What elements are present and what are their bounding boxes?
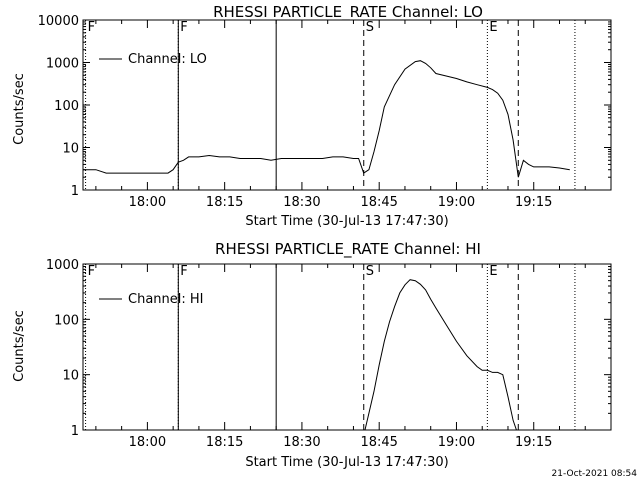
legend-label-lo: Channel: LO <box>128 52 207 67</box>
legend-hi: Channel: HI <box>99 292 204 307</box>
y-tick-label: 10 <box>62 142 79 157</box>
x-axis-label-lo: Start Time (30-Jul-13 17:47:30) <box>245 214 448 229</box>
marker-label: F <box>180 20 187 35</box>
series-line-lo <box>83 60 570 178</box>
y-tick-label: 10000 <box>38 14 79 29</box>
x-tick-label: 18:00 <box>129 435 166 450</box>
marker-label: F <box>88 20 95 35</box>
marker-label: S <box>366 20 374 35</box>
y-tick-label: 10 <box>62 369 79 384</box>
panel-hi: RHESSI PARTICLE_RATE Channel: HI Counts/… <box>12 240 612 470</box>
x-tick-label: 19:15 <box>515 435 552 450</box>
y-tick-label: 100 <box>54 313 79 328</box>
marker-label: F <box>88 264 95 279</box>
panel-lo: RHESSI PARTICLE_RATE Channel: LO Counts/… <box>12 3 612 229</box>
x-tick-label: 18:15 <box>206 435 243 450</box>
x-axis-label-hi: Start Time (30-Jul-13 17:47:30) <box>245 455 448 470</box>
x-tick-label: 19:15 <box>515 195 552 210</box>
y-tick-label: 1000 <box>46 258 79 273</box>
marker-label: S <box>366 264 374 279</box>
x-tick-label: 18:30 <box>283 195 320 210</box>
legend-lo: Channel: LO <box>99 52 207 67</box>
x-tick-label: 18:15 <box>206 195 243 210</box>
x-tick-label: 18:45 <box>360 435 397 450</box>
marker-label: F <box>180 264 187 279</box>
y-tick-label: 100 <box>54 99 79 114</box>
x-tick-label: 19:00 <box>438 195 475 210</box>
x-tick-label: 18:45 <box>360 195 397 210</box>
x-tick-label: 19:00 <box>438 435 475 450</box>
x-tick-label: 18:00 <box>129 195 166 210</box>
plot-frame-lo <box>82 19 612 191</box>
marker-label: E <box>489 20 497 35</box>
series-line-hi <box>364 279 517 430</box>
legend-label-hi: Channel: HI <box>128 292 204 307</box>
plot-frame-hi <box>82 263 612 431</box>
marker-label: E <box>489 264 497 279</box>
x-tick-label: 18:30 <box>283 435 320 450</box>
chart-title-lo: RHESSI PARTICLE_RATE Channel: LO <box>213 3 483 22</box>
y-tick-label: 1000 <box>46 57 79 72</box>
chart-title-hi: RHESSI PARTICLE_RATE Channel: HI <box>215 240 481 259</box>
footer-timestamp: 21-Oct-2021 08:54 <box>552 469 638 479</box>
y-tick-label: 1 <box>71 424 79 439</box>
y-axis-label-hi: Counts/sec <box>12 310 27 382</box>
y-tick-label: 1 <box>71 184 79 199</box>
y-axis-label-lo: Counts/sec <box>12 73 27 145</box>
